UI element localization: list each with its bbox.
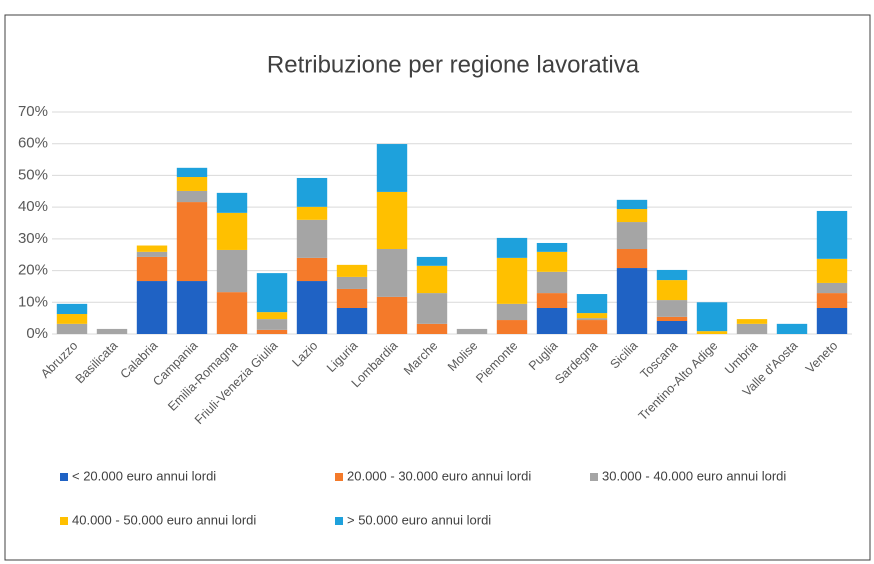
y-tick-label: 20% [18,262,48,279]
bar-segment [656,320,688,334]
bar-segment [416,256,448,266]
bar-segment [56,323,88,334]
bar-segment [376,249,408,297]
bar-segment [616,222,648,250]
bar-segment [816,293,848,308]
bar-segment [176,167,208,178]
bar-segment [656,269,688,281]
bar-segment [256,329,288,334]
bar-segment [136,281,168,334]
bar-segment [216,212,248,250]
bar-segment [536,307,568,334]
bar-segment [416,265,448,294]
bar-segment [296,257,328,282]
chart-title: Retribuzione per regione lavorativa [267,51,640,78]
bar-segment [56,303,88,315]
bar-segment [456,328,488,334]
bar-segment [376,191,408,250]
bar-segment [736,319,768,324]
bar-segment [376,296,408,334]
bar-segment [536,251,568,272]
legend-swatch [335,517,343,525]
bar-segment [296,177,328,207]
bar-segment [96,328,128,334]
bar-segment [776,323,808,334]
legend-label: 20.000 - 30.000 euro annui lordi [347,468,531,483]
bar-segment [736,323,768,334]
bar-segment [256,312,288,320]
y-tick-label: 30% [18,230,48,247]
bar-segment [696,302,728,332]
bar-segment [576,320,608,334]
bar-segment [816,210,848,259]
bar-segment [296,281,328,334]
bar-segment [336,307,368,334]
bar-segment [176,281,208,334]
bar-segment [176,202,208,282]
bar-segment [136,251,168,257]
bar-segment [616,249,648,269]
bar-segment [176,177,208,191]
bar-segment [616,199,648,210]
y-tick-label: 0% [26,325,48,342]
bar-segment [576,313,608,319]
bar-segment [256,273,288,313]
bar-segment [336,288,368,308]
bar-segment [376,144,408,192]
bar-segment [136,245,168,252]
legend-label: < 20.000 euro annui lordi [72,468,216,483]
legend-label: 30.000 - 40.000 euro annui lordi [602,468,786,483]
bar-segment [536,242,568,252]
y-tick-label: 60% [18,135,48,152]
y-tick-label: 40% [18,198,48,215]
legend-swatch [590,473,598,481]
bar-segment [816,282,848,294]
bar-segment [536,293,568,308]
bar-segment [256,319,288,330]
bar-segment [296,206,328,220]
bar-segment [216,192,248,213]
bar-segment [816,258,848,283]
bar-segment [696,331,728,334]
bar-segment [656,300,688,317]
bar-segment [336,264,368,277]
bar-segment [616,209,648,223]
bar-segment [416,323,448,334]
bar-segment [216,292,248,334]
bar-segment [816,307,848,334]
bar-segment [536,271,568,294]
bar-segment [296,219,328,258]
legend-label: 40.000 - 50.000 euro annui lordi [72,512,256,527]
bar-segment [336,276,368,289]
bar-segment [496,237,528,258]
legend-swatch [60,473,68,481]
y-tick-label: 50% [18,166,48,183]
bar-segment [496,257,528,304]
bar-segment [656,280,688,301]
bar-segment [576,294,608,314]
bar-segment [136,256,168,282]
legend-label: > 50.000 euro annui lordi [347,512,491,527]
bar-segment [56,314,88,324]
bar-segment [576,318,608,321]
bar-segment [496,320,528,334]
legend-swatch [335,473,343,481]
y-tick-label: 10% [18,293,48,310]
legend-swatch [60,517,68,525]
bar-segment [416,293,448,324]
bar-segment [176,190,208,203]
bar-segment [496,303,528,321]
bar-segment [616,268,648,334]
bar-segment [216,249,248,293]
y-tick-label: 70% [18,103,48,120]
bar-segment [656,316,688,321]
